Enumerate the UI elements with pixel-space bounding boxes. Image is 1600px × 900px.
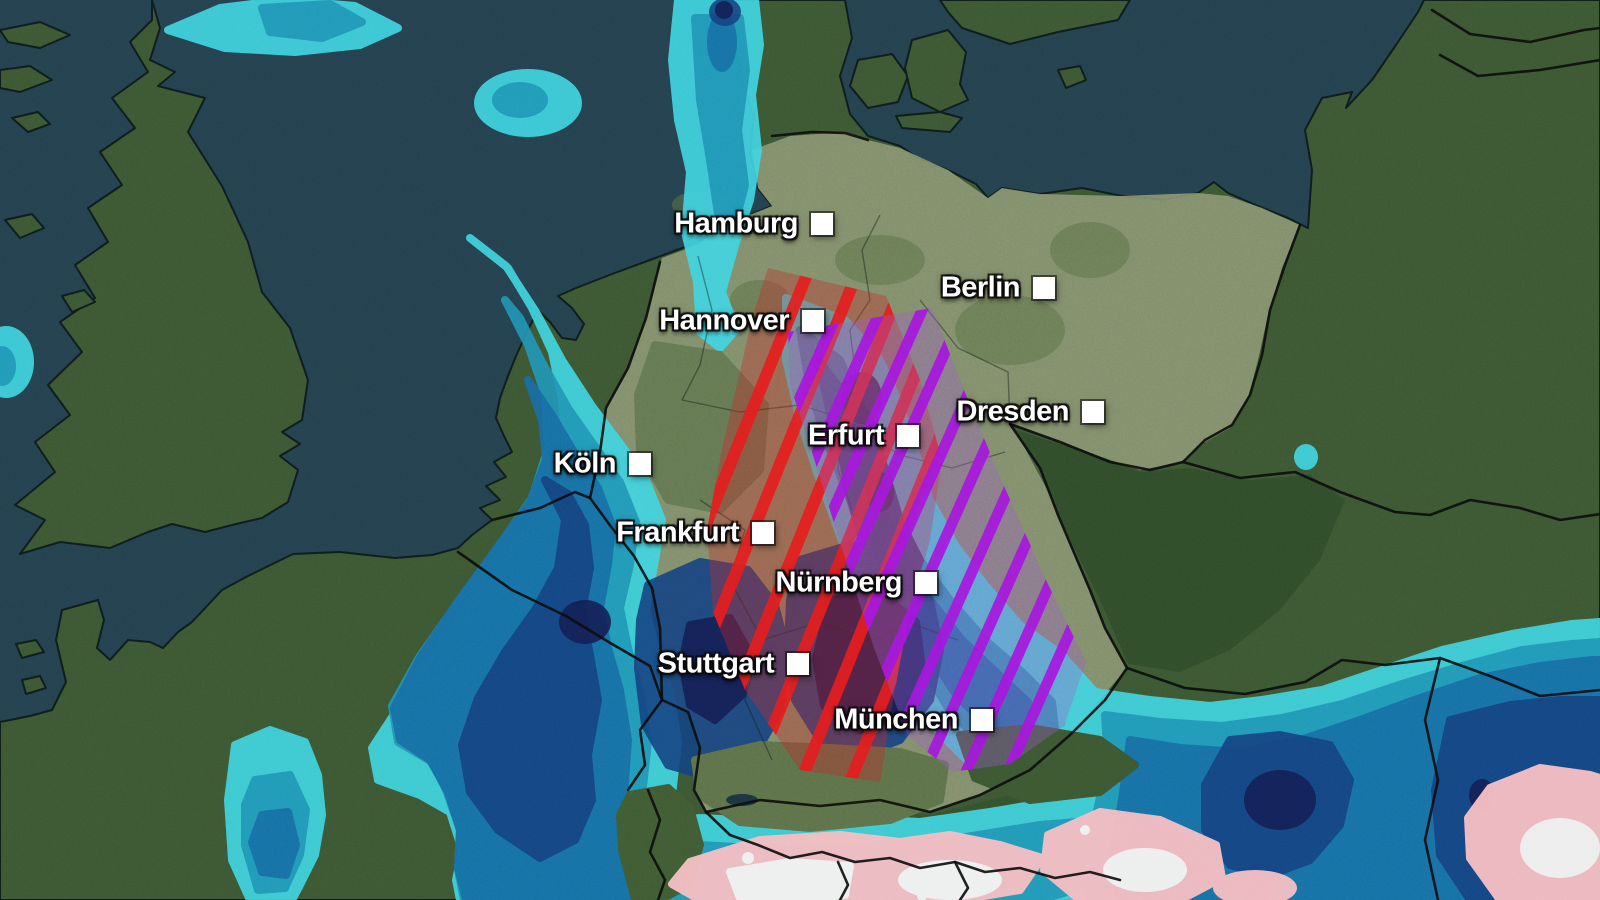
city-label-nuernberg: Nürnberg (776, 568, 937, 597)
city-marker-nuernberg (915, 572, 937, 594)
snow-dot-1 (742, 852, 754, 864)
city-label-hannover: Hannover (659, 306, 824, 335)
city-name-dresden: Dresden (956, 395, 1069, 428)
city-name-muenchen: München (834, 703, 958, 736)
city-marker-koeln (629, 453, 651, 475)
city-marker-frankfurt (752, 522, 774, 544)
city-name-berlin: Berlin (940, 271, 1021, 304)
city-name-nuernberg: Nürnberg (775, 566, 903, 599)
city-label-koeln: Köln (554, 449, 651, 478)
snow-white-core-a (726, 858, 854, 900)
city-label-hamburg: Hamburg (674, 209, 833, 238)
city-marker-erfurt (897, 425, 919, 447)
city-name-koeln: Köln (553, 447, 617, 480)
city-label-stuttgart: Stuttgart (658, 649, 809, 678)
lolland-island (895, 111, 963, 133)
precip-cyan-small-dot (1294, 444, 1318, 470)
city-label-dresden: Dresden (956, 397, 1104, 426)
city-name-stuttgart: Stuttgart (657, 647, 775, 680)
city-name-hannover: Hannover (659, 304, 789, 337)
snow-white-core-c (1103, 848, 1187, 892)
city-label-muenchen: München (834, 705, 993, 734)
city-marker-stuttgart (787, 653, 809, 675)
snow-white-core-d (1520, 818, 1600, 878)
precip-l5-jutland-dot (715, 1, 733, 19)
city-name-hamburg: Hamburg (674, 207, 798, 240)
city-name-erfurt: Erfurt (808, 419, 884, 452)
precip-l2-scotland-dot (492, 82, 548, 118)
zealand-island (904, 29, 969, 113)
city-name-frankfurt: Frankfurt (616, 516, 739, 549)
snow-dot-2 (801, 885, 811, 895)
city-marker-hamburg (811, 213, 833, 235)
city-label-frankfurt: Frankfurt (616, 518, 774, 547)
city-label-berlin: Berlin (941, 273, 1055, 302)
precip-l3-france (248, 808, 300, 879)
snow-dot-4 (1080, 825, 1090, 835)
precip-l5-east-a (1244, 770, 1316, 830)
city-label-erfurt: Erfurt (808, 421, 919, 450)
city-marker-hannover (802, 310, 824, 332)
city-marker-muenchen (971, 709, 993, 731)
city-marker-berlin (1033, 277, 1055, 299)
city-marker-dresden (1082, 401, 1104, 423)
